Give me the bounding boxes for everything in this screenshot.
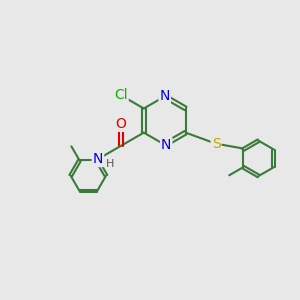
Text: O: O (116, 117, 126, 131)
Text: N: N (93, 152, 103, 166)
Text: N: N (161, 138, 171, 152)
Text: S: S (212, 137, 220, 151)
Text: Cl: Cl (114, 88, 128, 102)
Text: N: N (160, 89, 170, 103)
Text: H: H (106, 158, 115, 169)
